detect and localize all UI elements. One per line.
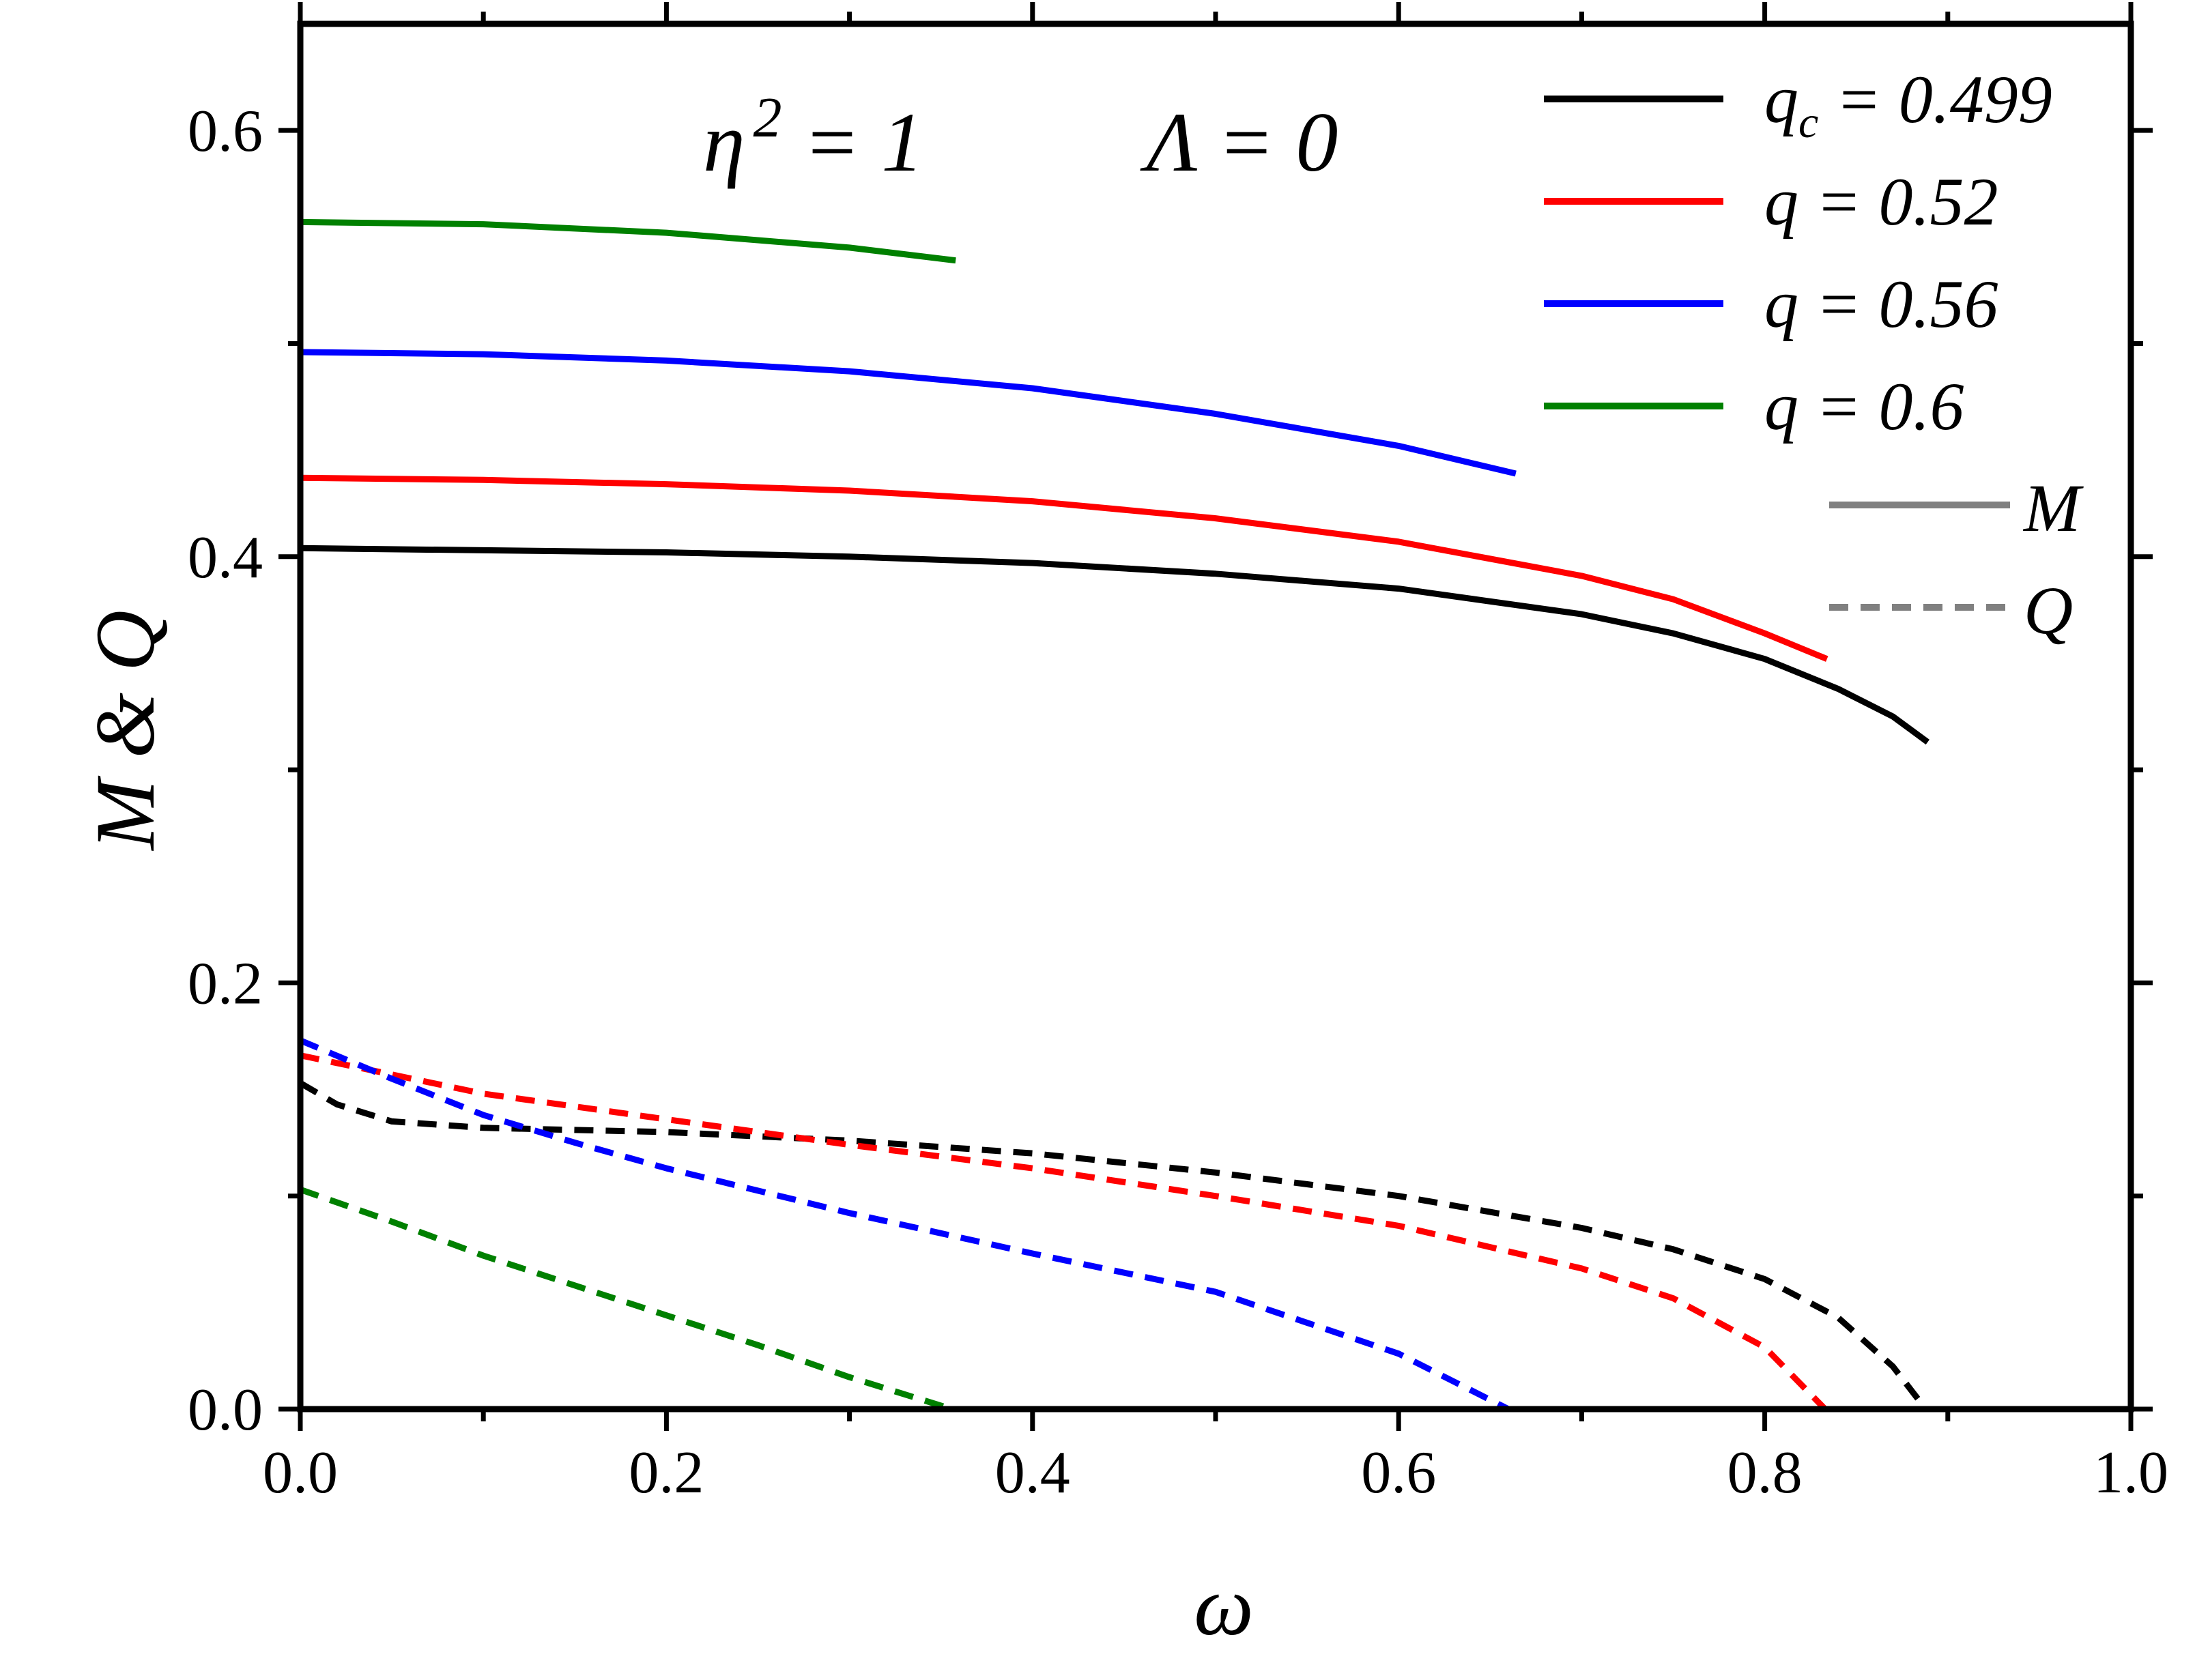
series-line-m	[300, 349, 1517, 477]
series-line-q	[299, 1187, 953, 1413]
eta-exponent: 2	[754, 86, 782, 149]
x-tick-label: 0.6	[1361, 1440, 1436, 1506]
eta-symbol: η	[703, 96, 745, 189]
x-tick-label: 1.0	[2093, 1440, 2168, 1506]
legend-label: q = 0.56	[1764, 266, 1998, 342]
series-line-m	[300, 218, 956, 264]
x-tick-label: 0.0	[263, 1440, 338, 1506]
tick-labels: 0.0 0.2 0.4 0.6 0.8 1.0 0.0 0.2 0.4 0.6	[188, 98, 2168, 1506]
y-tick-label: 0.4	[188, 525, 263, 591]
lambda-annotation: Λ = 0	[1140, 96, 1338, 189]
x-axis-title: ω	[1194, 1559, 1254, 1653]
x-tick-label: 0.2	[629, 1440, 704, 1506]
legend-label: qc = 0.499	[1764, 61, 2052, 147]
x-tick-label: 0.8	[1727, 1440, 1803, 1506]
y-tick-label: 0.2	[188, 951, 263, 1017]
series-line-q	[298, 1080, 1929, 1411]
y-axis-title: M & Q	[78, 610, 172, 851]
legend: qc = 0.499 q = 0.52 q = 0.56 q = 0.6 MQ	[1544, 61, 2084, 648]
eta-value: = 1	[782, 96, 924, 189]
series-line-m	[300, 545, 1929, 745]
series-layer	[298, 218, 1929, 1413]
series-line-m	[300, 474, 1828, 662]
legend-style-label: Q	[2024, 573, 2073, 648]
legend-label: q = 0.6	[1764, 368, 1964, 444]
x-tick-label: 0.4	[995, 1440, 1070, 1506]
y-tick-label: 0.0	[188, 1377, 263, 1443]
legend-style-label: M	[2022, 470, 2084, 546]
series-line-q	[300, 1052, 1828, 1412]
y-tick-label: 0.6	[188, 98, 263, 164]
plot-frame	[297, 20, 2134, 1413]
legend-label: q = 0.52	[1764, 164, 1998, 240]
series-line-q	[299, 1037, 1510, 1413]
